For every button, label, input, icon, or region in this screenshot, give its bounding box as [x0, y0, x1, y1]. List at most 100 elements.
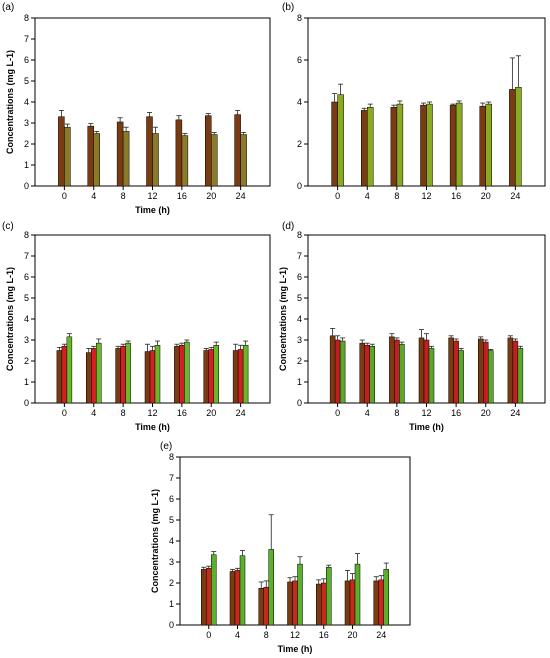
- x-tick-label: 0: [335, 408, 340, 418]
- y-tick-label: 5: [169, 515, 174, 525]
- x-tick-label: 12: [147, 191, 157, 201]
- bar: [268, 549, 274, 626]
- bar: [154, 345, 161, 404]
- x-tick-label: 24: [376, 630, 386, 640]
- bar: [509, 89, 516, 187]
- bar: [149, 350, 156, 404]
- bar: [507, 337, 514, 404]
- x-tick-label: 8: [394, 408, 399, 418]
- bar: [426, 103, 433, 187]
- bar: [240, 134, 247, 187]
- y-tick-label: 2: [24, 139, 29, 149]
- bar: [329, 335, 336, 404]
- bar: [448, 337, 454, 404]
- bar: [237, 349, 244, 404]
- y-tick-label: 0: [297, 398, 302, 408]
- bar: [66, 336, 73, 404]
- panel-label: (a): [2, 2, 14, 13]
- x-tick-label: 16: [177, 408, 187, 418]
- bar: [394, 339, 400, 404]
- y-tick-label: 3: [24, 335, 29, 345]
- x-tick-label: 16: [451, 191, 461, 201]
- x-tick-label: 20: [481, 408, 491, 418]
- bar: [287, 581, 293, 626]
- x-axis-label: Time (h): [135, 205, 170, 215]
- bar: [488, 350, 494, 404]
- x-tick-label: 24: [510, 191, 520, 201]
- x-tick-label: 8: [121, 408, 126, 418]
- bar: [458, 350, 464, 404]
- x-tick-label: 4: [235, 630, 240, 640]
- bar: [184, 341, 190, 404]
- bar: [213, 345, 219, 404]
- x-tick-label: 12: [421, 191, 431, 201]
- y-tick-label: 7: [24, 34, 29, 44]
- bar: [56, 350, 63, 404]
- y-tick-label: 3: [169, 557, 174, 567]
- y-tick-label: 5: [297, 293, 302, 303]
- bar: [122, 131, 130, 187]
- bar: [349, 579, 356, 626]
- x-tick-label: 20: [206, 191, 216, 201]
- x-tick-label: 8: [264, 630, 269, 640]
- y-tick-label: 5: [24, 76, 29, 86]
- y-tick-label: 1: [169, 599, 174, 609]
- panel-label: (e): [160, 441, 172, 452]
- bar: [390, 107, 398, 187]
- bar: [179, 345, 185, 404]
- bar: [239, 555, 246, 626]
- bar: [483, 341, 489, 404]
- x-tick-label: 8: [394, 191, 399, 201]
- bar: [423, 339, 430, 404]
- y-tick-label: 2: [297, 356, 302, 366]
- x-tick-label: 20: [347, 630, 357, 640]
- y-axis-label: Concentrations (mg L-1): [5, 50, 15, 154]
- bar: [144, 351, 151, 404]
- bar: [208, 349, 214, 404]
- x-tick-label: 0: [62, 408, 67, 418]
- y-tick-label: 5: [24, 293, 29, 303]
- x-tick-label: 4: [91, 408, 96, 418]
- y-tick-label: 3: [297, 335, 302, 345]
- y-tick-label: 0: [24, 181, 29, 191]
- y-tick-label: 7: [169, 473, 174, 483]
- panel-label: (d): [282, 221, 294, 232]
- bar: [87, 125, 94, 187]
- bar: [152, 133, 159, 187]
- y-tick-label: 4: [297, 314, 302, 324]
- bar: [146, 116, 153, 187]
- bar: [326, 567, 332, 626]
- bar: [206, 568, 212, 626]
- bar: [201, 569, 207, 626]
- y-tick-label: 7: [24, 251, 29, 261]
- x-axis-label: Time (h): [278, 644, 313, 654]
- y-tick-label: 1: [297, 377, 302, 387]
- bar: [229, 571, 236, 626]
- x-tick-label: 20: [481, 191, 491, 201]
- y-tick-label: 8: [297, 230, 302, 240]
- x-tick-label: 16: [451, 408, 461, 418]
- bar: [174, 346, 180, 404]
- bar: [512, 340, 519, 404]
- y-tick-label: 6: [24, 55, 29, 65]
- bar: [115, 348, 121, 404]
- bar: [373, 580, 379, 626]
- bar: [232, 350, 239, 404]
- bar: [517, 348, 524, 404]
- y-tick-label: 7: [297, 251, 302, 261]
- bar: [485, 103, 492, 187]
- x-tick-label: 8: [121, 191, 126, 201]
- y-tick-label: 4: [297, 97, 302, 107]
- bar: [96, 342, 102, 404]
- y-tick-label: 8: [169, 452, 174, 462]
- bar: [263, 586, 269, 626]
- y-tick-label: 2: [297, 139, 302, 149]
- bar: [58, 116, 65, 187]
- bar: [364, 345, 370, 404]
- y-tick-label: 8: [297, 13, 302, 23]
